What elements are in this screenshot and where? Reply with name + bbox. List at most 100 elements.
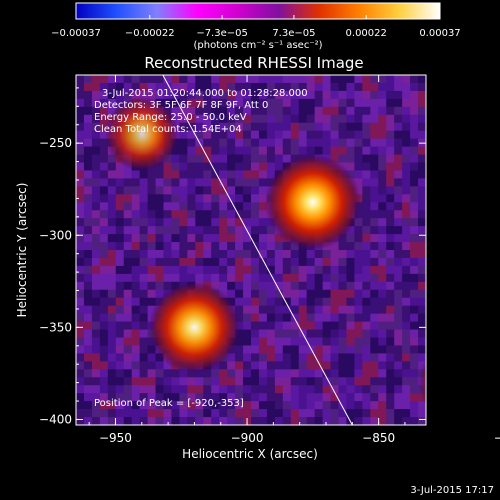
pixel-cell bbox=[115, 257, 125, 267]
pixel-cell bbox=[171, 154, 180, 163]
plot-frame bbox=[75, 74, 427, 426]
pixel-cell bbox=[195, 257, 204, 267]
pixel-cell bbox=[251, 289, 260, 299]
pixel-cell bbox=[402, 138, 411, 147]
pixel-cell bbox=[171, 170, 180, 179]
pixel-cell bbox=[410, 273, 419, 283]
pixel-cell bbox=[410, 401, 419, 410]
pixel-cell bbox=[394, 106, 403, 116]
pixel-cell bbox=[235, 75, 244, 84]
pixel-cell bbox=[330, 242, 339, 251]
pixel-cell bbox=[386, 281, 395, 291]
pixel-cell bbox=[227, 162, 236, 171]
pixel-cell bbox=[163, 194, 172, 203]
pixel-cell bbox=[394, 162, 403, 171]
pixel-cell bbox=[258, 257, 268, 267]
pixel-cell bbox=[187, 250, 196, 259]
pixel-cell bbox=[139, 186, 148, 195]
pixel-cell bbox=[370, 353, 379, 362]
pixel-cell bbox=[306, 409, 315, 418]
pixel-cell bbox=[91, 353, 101, 362]
pixel-cell bbox=[147, 234, 156, 243]
pixel-cell bbox=[322, 273, 331, 283]
pixel-cell bbox=[274, 114, 284, 124]
pixel-cell bbox=[314, 305, 323, 314]
pixel-cell bbox=[115, 393, 125, 402]
pixel-cell bbox=[322, 393, 331, 402]
pixel-cell bbox=[402, 305, 411, 314]
pixel-cell bbox=[195, 417, 204, 425]
pixel-cell bbox=[314, 265, 323, 275]
pixel-cell bbox=[227, 250, 236, 259]
pixel-cell bbox=[155, 202, 164, 211]
pixel-cell bbox=[282, 345, 292, 354]
pixel-cell bbox=[139, 401, 148, 410]
pixel-cell bbox=[203, 369, 212, 378]
pixel-cell bbox=[378, 377, 387, 386]
pixel-cell bbox=[386, 122, 395, 131]
pixel-cell bbox=[123, 75, 132, 84]
pixel-cell bbox=[91, 297, 101, 306]
pixel-cell bbox=[107, 106, 117, 116]
pixel-cell bbox=[258, 409, 268, 418]
pixel-cell bbox=[282, 313, 292, 322]
pixel-cell bbox=[330, 305, 339, 314]
pixel-cell bbox=[83, 162, 93, 171]
pixel-cell bbox=[346, 321, 355, 330]
pixel-cell bbox=[410, 82, 419, 92]
pixel-cell bbox=[290, 393, 300, 402]
pixel-cell bbox=[378, 409, 387, 418]
pixel-cell bbox=[139, 265, 148, 275]
pixel-cell bbox=[107, 82, 117, 92]
pixel-cell bbox=[386, 321, 395, 330]
pixel-cell bbox=[362, 281, 371, 291]
pixel-cell bbox=[83, 361, 93, 370]
pixel-cell bbox=[370, 361, 379, 370]
pixel-cell bbox=[266, 98, 276, 108]
pixel-cell bbox=[274, 242, 284, 251]
pixel-cell bbox=[76, 353, 85, 362]
pixel-cell bbox=[99, 369, 109, 378]
pixel-cell bbox=[402, 114, 411, 124]
pixel-cell bbox=[362, 218, 371, 227]
pixel-cell bbox=[282, 138, 292, 147]
pixel-cell bbox=[378, 82, 387, 92]
pixel-cell bbox=[76, 393, 85, 402]
pixel-cell bbox=[171, 250, 180, 259]
pixel-cell bbox=[243, 138, 252, 147]
pixel-cell bbox=[354, 90, 363, 100]
pixel-cell bbox=[402, 75, 411, 84]
pixel-cell bbox=[306, 385, 315, 394]
pixel-cell bbox=[354, 337, 363, 346]
pixel-cell bbox=[258, 313, 268, 322]
pixel-cell bbox=[322, 321, 331, 330]
pixel-cell bbox=[203, 377, 212, 386]
pixel-cell bbox=[147, 401, 156, 410]
pixel-cell bbox=[219, 401, 228, 410]
pixel-cell bbox=[362, 122, 371, 131]
pixel-cell bbox=[362, 234, 371, 243]
pixel-cell bbox=[370, 202, 379, 211]
pixel-cell bbox=[330, 106, 339, 116]
pixel-cell bbox=[306, 369, 315, 378]
pixel-cell bbox=[298, 385, 307, 394]
pixel-cell bbox=[386, 210, 395, 219]
pixel-cell bbox=[179, 122, 188, 131]
pixel-cell bbox=[115, 345, 125, 354]
pixel-cell bbox=[83, 265, 93, 275]
pixel-cell bbox=[314, 289, 323, 299]
pixel-cell bbox=[187, 178, 196, 187]
pixel-cell bbox=[227, 234, 236, 243]
pixel-cell bbox=[83, 234, 93, 243]
pixel-cell bbox=[306, 257, 315, 267]
pixel-cell bbox=[251, 146, 260, 155]
pixel-cell bbox=[282, 369, 292, 378]
pixel-cell bbox=[378, 385, 387, 394]
pixel-cell bbox=[378, 146, 387, 155]
pixel-cell bbox=[394, 401, 403, 410]
pixel-cell bbox=[187, 210, 196, 219]
pixel-cell bbox=[306, 353, 315, 362]
pixel-cell bbox=[402, 210, 411, 219]
pixel-cell bbox=[123, 353, 132, 362]
pixel-cell bbox=[338, 393, 347, 402]
